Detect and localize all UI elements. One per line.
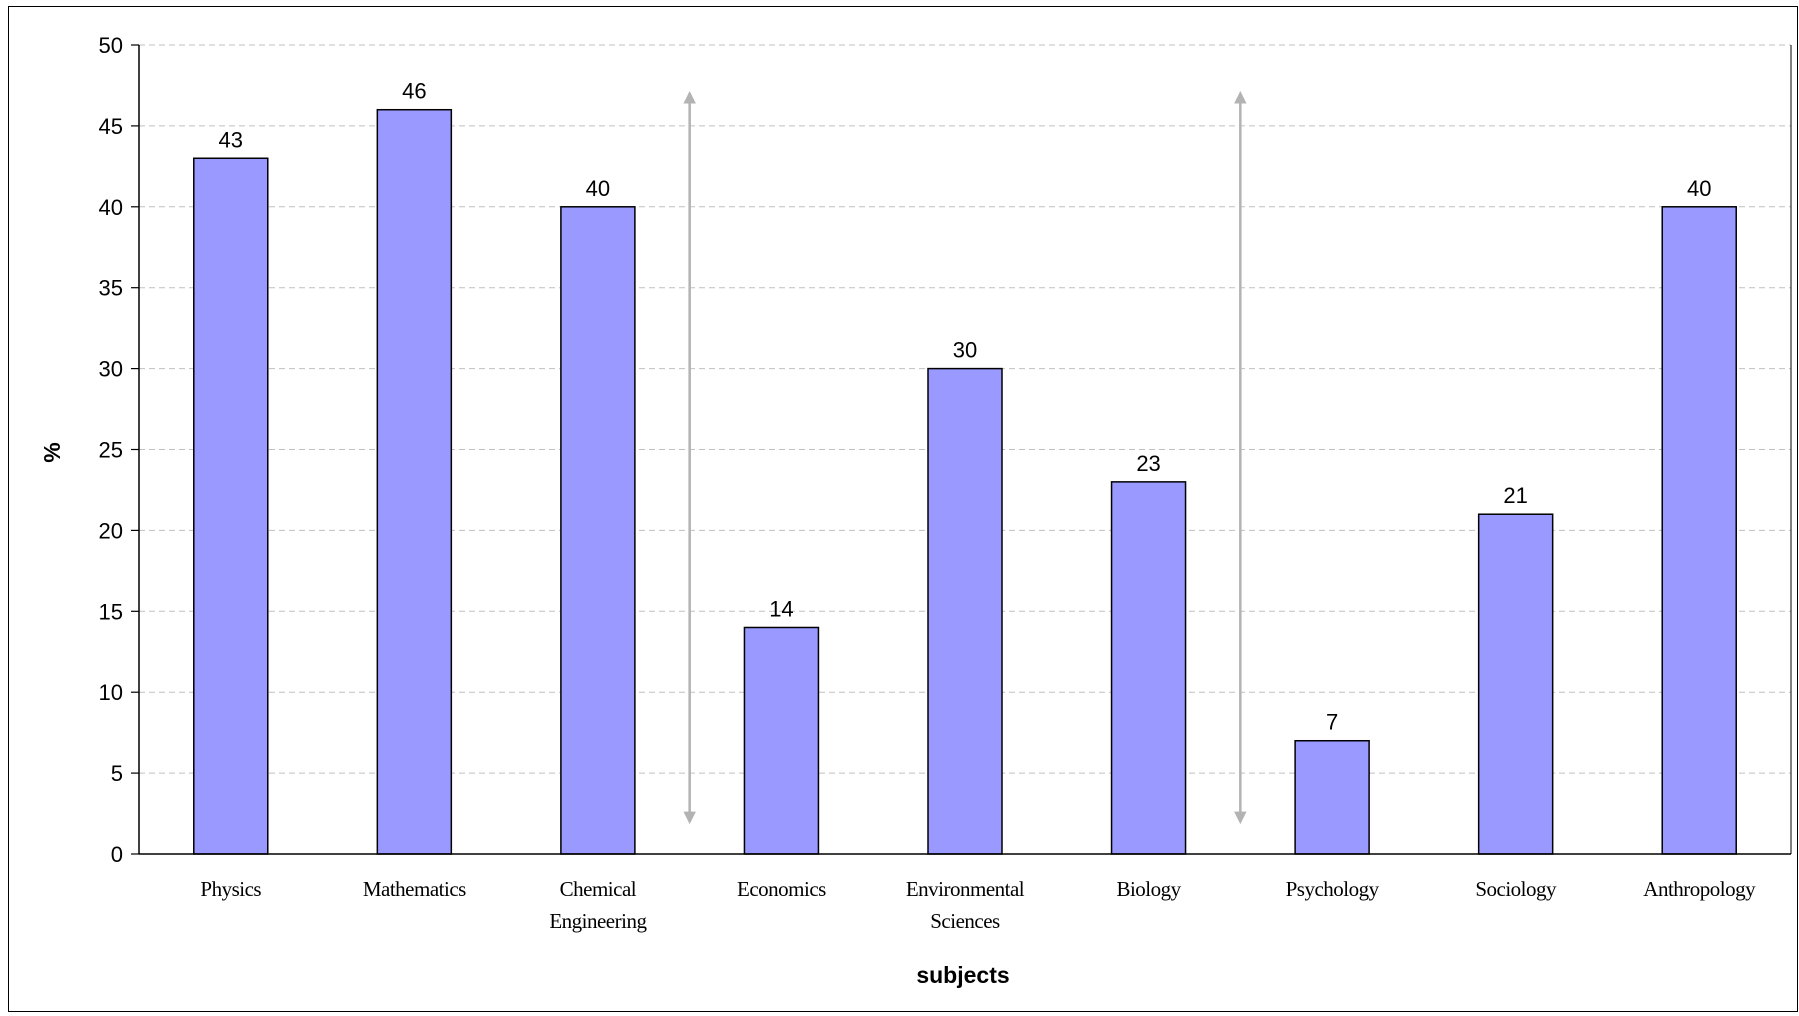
bar	[1110, 481, 1187, 855]
labels: 0 5 10 15 20 25 30 35 40 45 50 43 Physics 46 Mathemati…	[99, 33, 1757, 933]
data-label: 30	[953, 338, 977, 363]
y-tick-label: 10	[99, 680, 123, 705]
y-tick-label: 5	[111, 761, 123, 786]
y-tick-label: 30	[99, 357, 123, 382]
x-tick-label: Biology	[1116, 877, 1181, 901]
axes	[131, 44, 1792, 855]
bar-chart: 0 5 10 15 20 25 30 35 40 45 50 43 Physics 46 Mathemati…	[39, 33, 1792, 988]
bar	[1294, 739, 1370, 855]
bar	[376, 108, 453, 855]
annotation-arrows	[683, 91, 1247, 825]
bar	[743, 626, 820, 855]
y-tick-label: 20	[99, 518, 123, 543]
data-label: 23	[1136, 451, 1160, 476]
x-tick-label: Psychology	[1286, 877, 1380, 901]
y-tick-label: 45	[99, 114, 123, 139]
x-tick-label: Physics	[200, 877, 261, 901]
data-label: 40	[1687, 176, 1711, 201]
x-tick-label: Mathematics	[363, 877, 466, 901]
x-tick-label: Environmental Sciences	[906, 877, 1025, 933]
data-label: 46	[402, 79, 426, 104]
bar	[1661, 206, 1737, 855]
y-tick-label: 0	[111, 842, 123, 867]
bar	[927, 367, 1003, 855]
bars	[193, 108, 1737, 855]
x-tick-label: Economics	[737, 877, 826, 901]
data-label: 43	[219, 127, 243, 152]
data-label: 40	[586, 176, 610, 201]
data-label: 14	[769, 596, 793, 621]
y-tick-label: 35	[99, 276, 123, 301]
bar	[560, 206, 636, 855]
y-axis-title: %	[39, 442, 65, 462]
bar	[193, 157, 269, 855]
y-tick-label: 15	[99, 599, 123, 624]
x-tick-label: Anthropology	[1643, 877, 1756, 901]
y-tick-label: 50	[99, 33, 123, 58]
data-label: 7	[1326, 710, 1338, 735]
x-tick-label: Sociology	[1475, 877, 1557, 901]
y-tick-label: 25	[99, 438, 123, 463]
x-tick-label: Chemical Engineering	[549, 877, 647, 933]
chart-frame: 0 5 10 15 20 25 30 35 40 45 50 43 Physics 46 Mathemati…	[8, 6, 1798, 1012]
bar	[1477, 513, 1554, 855]
data-label: 21	[1503, 483, 1527, 508]
x-axis-title: subjects	[916, 962, 1009, 988]
y-tick-label: 40	[99, 195, 123, 220]
